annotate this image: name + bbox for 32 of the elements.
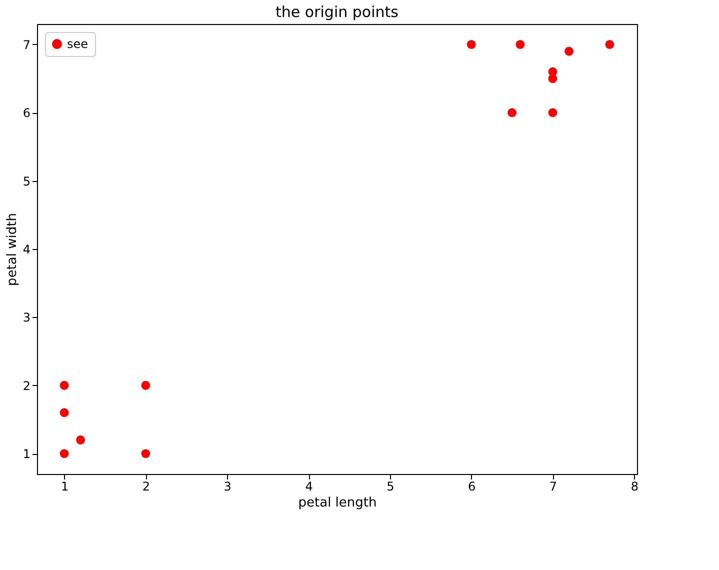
point [516,40,525,49]
point [508,108,517,118]
point [548,74,558,84]
y-tick-label: 4 [22,242,30,256]
point [76,435,86,444]
x-tick-label: 5 [386,480,394,494]
chart-title: the origin points [276,3,399,21]
y-tick-label: 7 [22,38,30,52]
y-tick-label: 6 [22,106,30,120]
legend-label: see [67,37,88,51]
y-tick-label: 5 [22,174,30,188]
x-tick-label: 1 [60,480,69,494]
point [141,449,150,458]
x-tick-label: 2 [142,480,150,494]
y-tick-label: 3 [22,310,30,325]
y-tick-label: 2 [22,378,30,393]
point [60,449,69,458]
point [141,380,150,390]
point [605,40,614,49]
x-axis-title: petal length [298,496,377,510]
point [466,40,476,49]
point [60,408,69,418]
x-tick-label: 7 [549,480,558,494]
point [60,380,69,390]
x-tick-label: 8 [630,480,638,494]
y-axis-title: petal width [4,213,20,286]
x-tick-label: 3 [224,480,232,494]
x-tick-label: 6 [468,480,476,494]
point [548,108,558,118]
x-tick-label: 4 [305,480,313,494]
point [564,46,574,56]
y-tick-label: 1 [22,447,30,462]
